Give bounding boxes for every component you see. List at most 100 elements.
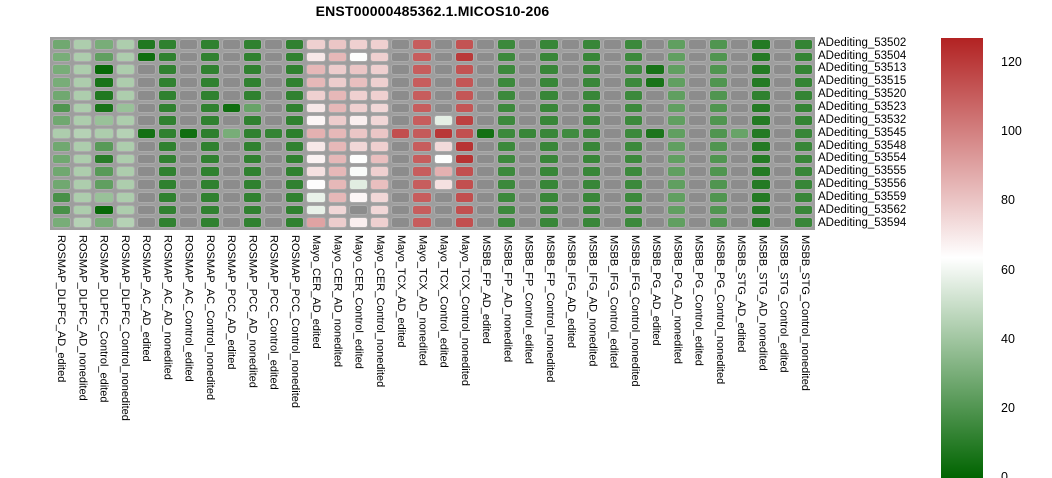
heatmap-cell xyxy=(391,217,411,228)
heatmap-cell xyxy=(624,217,644,228)
column-label: MSBB_IFG_AD_nonedited xyxy=(586,235,599,367)
heatmap-cell xyxy=(242,204,262,216)
heatmap-cell xyxy=(687,166,708,178)
heatmap-cell xyxy=(603,39,623,50)
heatmap-cell xyxy=(200,153,220,165)
heatmap-cell xyxy=(793,102,813,114)
heatmap-cell xyxy=(115,217,135,228)
heatmap-cell xyxy=(327,128,347,139)
heatmap-cell xyxy=(52,39,72,50)
heatmap-cell xyxy=(560,51,580,63)
heatmap-cell xyxy=(603,204,623,216)
column-labels: ROSMAP_DLPFC_AD_edited ROSMAP_DLPFC_AD_no… xyxy=(50,235,815,478)
heatmap-cell xyxy=(73,179,93,190)
heatmap-cell xyxy=(730,128,750,139)
heatmap-cell xyxy=(624,140,644,152)
heatmap-cell xyxy=(348,64,368,76)
heatmap-cell xyxy=(369,179,390,190)
heatmap-cell xyxy=(242,89,262,101)
heatmap-cell xyxy=(221,191,241,203)
heatmap-cell xyxy=(624,51,644,63)
heatmap-cell xyxy=(348,217,368,228)
heatmap-cell xyxy=(263,191,284,203)
row-label: ADediting_53555 xyxy=(818,165,907,178)
heatmap-cell xyxy=(518,140,538,152)
heatmap-cell xyxy=(115,140,135,152)
heatmap-cell xyxy=(327,77,347,88)
heatmap-cell xyxy=(581,51,602,63)
heatmap-cell xyxy=(539,179,559,190)
heatmap-cell xyxy=(327,140,347,152)
heatmap-cell xyxy=(157,204,178,216)
heatmap-cell xyxy=(221,102,241,114)
heatmap-cell xyxy=(369,39,390,50)
heatmap-cell xyxy=(730,204,750,216)
heatmap-cell xyxy=(136,128,156,139)
heatmap-cell xyxy=(730,153,750,165)
heatmap-cell xyxy=(497,51,517,63)
heatmap-cell xyxy=(433,64,453,76)
heatmap-cell xyxy=(454,204,474,216)
heatmap-cell xyxy=(73,39,93,50)
heatmap-cell xyxy=(412,153,432,165)
heatmap-cell xyxy=(94,153,114,165)
row-label: ADediting_53556 xyxy=(818,178,907,191)
heatmap-cell xyxy=(433,166,453,178)
heatmap-cell xyxy=(772,102,792,114)
heatmap-cell xyxy=(263,89,284,101)
heatmap-cell xyxy=(179,89,199,101)
heatmap-cell xyxy=(348,89,368,101)
heatmap-cell xyxy=(518,179,538,190)
heatmap-cell xyxy=(200,102,220,114)
heatmap-cell xyxy=(433,179,453,190)
heatmap-cell xyxy=(179,204,199,216)
heatmap-cell xyxy=(645,89,665,101)
heatmap-cell xyxy=(221,77,241,88)
heatmap-cell xyxy=(391,191,411,203)
heatmap-cell xyxy=(327,39,347,50)
heatmap-cell xyxy=(200,128,220,139)
heatmap-cell xyxy=(454,179,474,190)
heatmap-cell xyxy=(369,128,390,139)
heatmap-cell xyxy=(179,166,199,178)
heatmap-cell xyxy=(772,153,792,165)
heatmap-cell xyxy=(518,102,538,114)
heatmap-cell xyxy=(581,166,602,178)
heatmap-cell xyxy=(179,179,199,190)
heatmap-cell xyxy=(560,166,580,178)
heatmap-cell xyxy=(793,166,813,178)
heatmap-cell xyxy=(306,217,326,228)
heatmap-cell xyxy=(475,51,496,63)
heatmap-cell xyxy=(772,51,792,63)
heatmap-cell xyxy=(433,128,453,139)
heatmap-cell xyxy=(157,102,178,114)
heatmap-cell xyxy=(518,191,538,203)
heatmap-cell xyxy=(348,115,368,127)
heatmap-cell xyxy=(666,102,686,114)
heatmap-cell xyxy=(348,51,368,63)
heatmap-cell xyxy=(179,191,199,203)
heatmap-cell xyxy=(624,179,644,190)
heatmap-cell xyxy=(433,102,453,114)
heatmap-cell xyxy=(179,64,199,76)
heatmap-cell xyxy=(157,179,178,190)
heatmap-cell xyxy=(200,166,220,178)
heatmap-cell xyxy=(497,115,517,127)
heatmap-cell xyxy=(433,204,453,216)
heatmap-cell xyxy=(709,51,729,63)
heatmap-cell xyxy=(454,128,474,139)
row-label: ADediting_53545 xyxy=(818,126,907,139)
heatmap-cell xyxy=(94,179,114,190)
heatmap-cell xyxy=(306,77,326,88)
heatmap-cell xyxy=(285,89,305,101)
heatmap-cell xyxy=(412,204,432,216)
heatmap-cell xyxy=(687,64,708,76)
column-label: ROSMAP_AC_AD_nonedited xyxy=(161,235,174,380)
heatmap-cell xyxy=(751,64,771,76)
heatmap-cell xyxy=(306,89,326,101)
heatmap-cell xyxy=(687,140,708,152)
heatmap-cell xyxy=(285,153,305,165)
heatmap-cell xyxy=(475,217,496,228)
heatmap-cell xyxy=(772,191,792,203)
heatmap-cell xyxy=(687,77,708,88)
